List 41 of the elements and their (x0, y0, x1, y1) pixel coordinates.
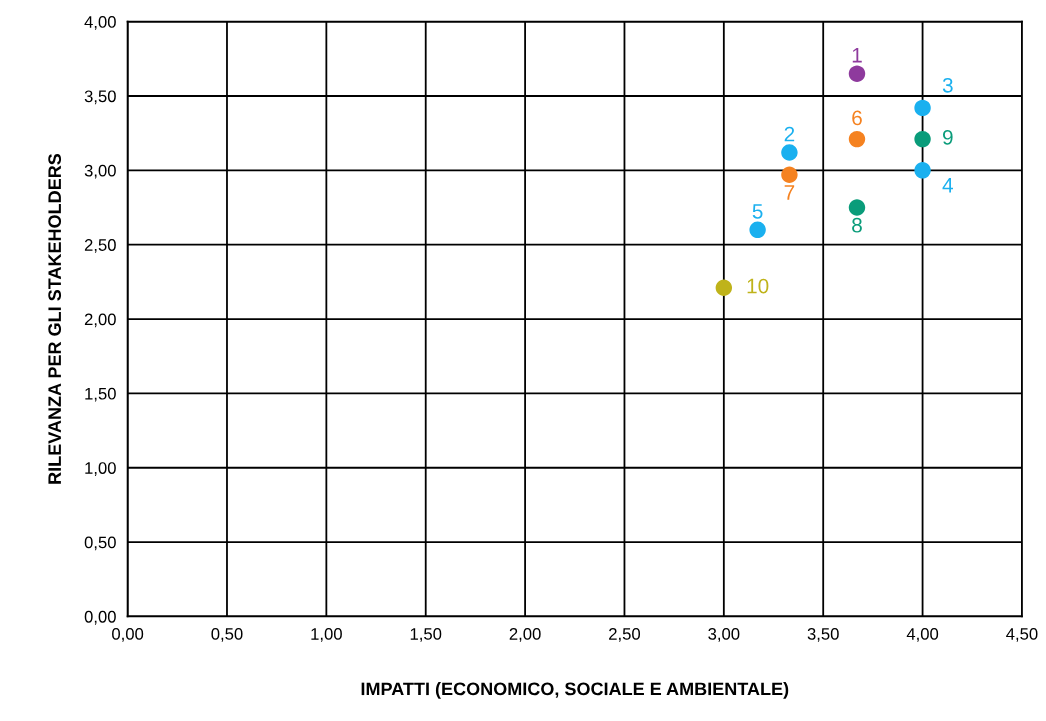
series-label: 2 (784, 126, 795, 142)
x-tick-label: 2,00 (509, 628, 541, 642)
series-label: 4 (942, 178, 953, 193)
y-tick-label: 4,00 (84, 16, 116, 30)
x-axis-title: IMPATTI (ECONOMICO, SOCIALE E AMBIENTALE) (361, 681, 789, 699)
y-tick-label: 3,00 (84, 164, 116, 179)
point (848, 65, 866, 82)
point (781, 144, 798, 161)
point (914, 130, 931, 148)
series-label: 3 (942, 77, 953, 93)
x-tick-label: 1,00 (311, 628, 342, 642)
series-label: 6 (852, 110, 862, 126)
x-tick-label: 2,50 (609, 628, 641, 642)
y-tick-label: 3,50 (84, 90, 116, 105)
x-tick-label: 0,50 (211, 628, 243, 642)
point (781, 166, 798, 184)
x-tick-label: 4,50 (1006, 628, 1038, 642)
series-label: 8 (852, 217, 862, 233)
x-tick-label: 3,00 (708, 628, 740, 642)
series-label: 1 (852, 48, 862, 63)
x-tick-label: 0,00 (112, 628, 144, 642)
y-axis-title: RILEVANZA PER GLI STAKEHOLDERS (48, 153, 62, 484)
point (914, 162, 931, 179)
y-tick-label: 1,00 (85, 462, 116, 476)
x-tick-label: 4,00 (906, 628, 939, 642)
series-label: 10 (747, 278, 769, 294)
y-tick-label: 2,00 (84, 313, 116, 328)
point (848, 199, 866, 216)
y-tick-label: 0,00 (84, 610, 116, 625)
y-tick-label: 1,50 (85, 387, 116, 402)
y-tick-label: 0,50 (84, 536, 116, 551)
series-label: 5 (752, 204, 763, 219)
series-label: 7 (784, 185, 795, 200)
point (749, 221, 766, 239)
x-tick-label: 3,50 (807, 628, 839, 642)
point (715, 279, 733, 297)
point (848, 130, 866, 148)
series-label: 9 (942, 129, 953, 145)
point (914, 99, 931, 117)
y-tick-label: 2,50 (84, 239, 116, 253)
x-tick-label: 1,50 (410, 628, 442, 642)
